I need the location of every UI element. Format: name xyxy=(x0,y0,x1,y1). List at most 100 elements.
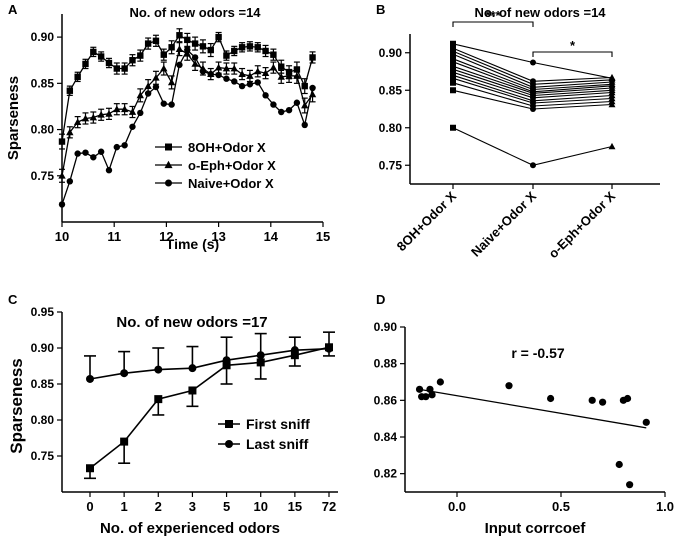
data-point xyxy=(191,40,199,47)
x-tick-label: 0 xyxy=(86,499,93,514)
x-tick-label: 8OH+Odor X xyxy=(394,188,460,254)
data-point xyxy=(183,49,191,57)
y-tick-label: 0.75 xyxy=(31,169,55,183)
data-point xyxy=(82,60,89,68)
data-point xyxy=(168,44,175,51)
data-point xyxy=(97,110,105,118)
data-point xyxy=(278,108,285,116)
legend-label: 8OH+Odor X xyxy=(188,140,266,155)
data-point xyxy=(137,52,144,59)
data-point xyxy=(74,150,81,157)
data-point xyxy=(428,391,436,399)
data-point xyxy=(160,100,167,107)
data-point xyxy=(588,396,596,404)
data-point xyxy=(66,128,74,136)
legend-marker xyxy=(225,420,233,428)
data-point xyxy=(301,121,308,129)
significance-label: * xyxy=(570,38,576,53)
y-tick-label: 0.85 xyxy=(31,76,55,90)
y-tick-label: 0.90 xyxy=(31,30,55,44)
chart-title: No. of new odors =14 xyxy=(129,5,261,20)
x-tick-label: o-Eph+Odor X xyxy=(545,188,618,261)
data-point xyxy=(89,113,97,121)
panel-label: B xyxy=(376,2,385,17)
x-tick-label: 13 xyxy=(211,229,225,244)
data-point xyxy=(450,51,456,58)
correlation-annotation: r = -0.57 xyxy=(511,345,565,361)
x-tick-label: 11 xyxy=(107,229,121,244)
data-point xyxy=(262,47,269,55)
data-point xyxy=(261,69,270,77)
data-point xyxy=(450,87,456,94)
data-point xyxy=(223,75,230,82)
legend-label: Naive+Odor X xyxy=(188,176,274,191)
data-point xyxy=(285,72,293,79)
x-tick-label: 1.0 xyxy=(656,499,674,514)
y-tick-label: 0.85 xyxy=(379,83,403,97)
data-point xyxy=(301,101,309,109)
data-point xyxy=(74,73,81,81)
data-point xyxy=(136,91,144,99)
data-point xyxy=(215,33,222,41)
data-point xyxy=(207,46,214,54)
data-point xyxy=(293,72,301,79)
data-point xyxy=(121,142,128,149)
data-point xyxy=(154,365,163,374)
data-point xyxy=(222,64,231,72)
data-point xyxy=(450,40,456,47)
data-point xyxy=(199,43,207,50)
data-point xyxy=(152,73,160,81)
data-point xyxy=(120,369,129,378)
data-point xyxy=(278,63,285,70)
data-point xyxy=(152,37,160,45)
data-point xyxy=(256,351,265,360)
legend-label: Last sniff xyxy=(246,436,309,452)
data-point xyxy=(188,364,197,373)
panel-label: A xyxy=(8,2,18,17)
data-point xyxy=(120,105,129,113)
regression-line xyxy=(419,388,647,429)
x-axis-label: No. of experienced odors xyxy=(100,520,280,537)
y-tick-label: 0.80 xyxy=(31,123,55,137)
panel-d: Dr = -0.57 0.82 0.84 0.86 0.88 0.90 0.0 0.5 1.0 I… xyxy=(374,292,674,537)
data-point xyxy=(530,162,536,169)
data-point xyxy=(90,48,97,56)
data-point xyxy=(129,57,136,64)
data-point xyxy=(608,142,616,150)
data-point xyxy=(626,481,634,489)
data-point xyxy=(530,59,536,66)
data-point xyxy=(81,114,90,122)
data-point xyxy=(285,106,293,114)
bracket-line xyxy=(532,51,613,57)
data-point xyxy=(215,71,222,79)
series-circle xyxy=(84,331,335,383)
legend-label: First sniff xyxy=(246,416,310,432)
y-tick-label: 0.86 xyxy=(374,393,398,407)
data-point xyxy=(254,44,261,51)
data-point xyxy=(144,90,152,97)
significance-brackets: **** xyxy=(452,8,613,57)
x-tick-label: 72 xyxy=(322,499,336,514)
subject-line-path xyxy=(452,127,613,166)
data-point xyxy=(270,101,277,108)
data-point xyxy=(66,178,74,185)
legend-label: o-Eph+Odor X xyxy=(188,158,276,173)
data-point xyxy=(113,65,121,72)
data-point xyxy=(246,43,254,50)
data-point xyxy=(58,138,66,145)
data-point xyxy=(277,73,285,80)
x-axis-label: Input corrcoef xyxy=(485,520,587,537)
data-point xyxy=(238,70,246,77)
data-point xyxy=(450,124,456,131)
data-point xyxy=(426,385,434,393)
x-tick-label: 0.0 xyxy=(448,499,466,514)
y-tick-label: 0.82 xyxy=(374,467,398,481)
y-tick-label: 0.80 xyxy=(379,121,403,135)
y-tick-label: 0.90 xyxy=(379,46,403,60)
data-point xyxy=(623,394,632,403)
data-point xyxy=(152,83,160,91)
data-point xyxy=(642,418,650,426)
data-point xyxy=(184,36,191,44)
data-point xyxy=(120,437,129,446)
